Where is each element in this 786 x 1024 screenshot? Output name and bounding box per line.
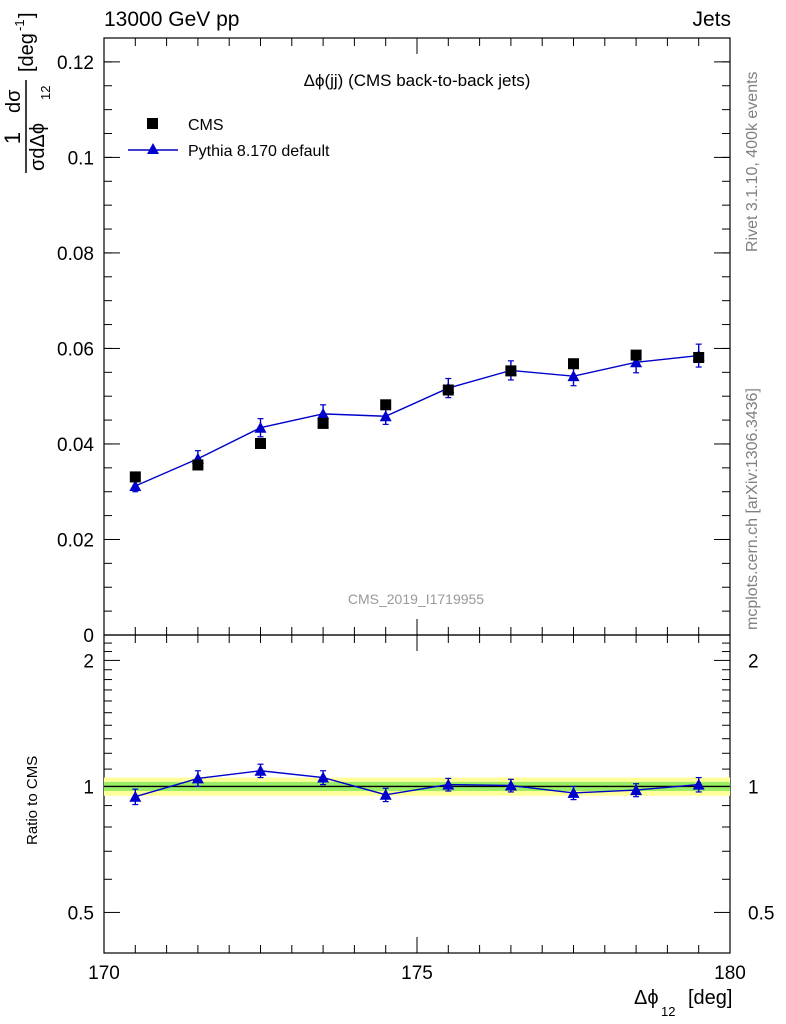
ratio-pythia-point [504,779,517,791]
y-label-numerator: dσ [3,89,25,113]
ratio-pythia-line [135,770,699,798]
analysis-watermark: CMS_2019_I1719955 [348,591,484,607]
cms-point [693,352,705,364]
main-y-ticks: 0 0.02 0.04 0.06 0.08 0.1 0.12 [57,37,730,647]
y-label-unit-close: ] [16,12,38,18]
pythia-line [135,354,699,487]
legend-cms-marker [147,118,158,129]
y-label-unit-sup: -1 [12,19,27,31]
ratio-pythia-point [191,772,204,784]
main-y-axis-label: 1 dσ σdΔϕ 12 [deg -1 ] [0,12,53,173]
ratio-y-axis-label: Ratio to CMS [24,756,41,845]
ratio-pythia-point [254,764,267,776]
x-label-symbol: Δϕ [634,987,659,1009]
main-ytick-label: 0.04 [57,435,94,456]
main-ytick-label: 0.1 [68,148,94,169]
pythia-point [630,356,643,368]
cms-point [129,471,141,483]
main-data-marks [129,343,705,493]
ratio-ytick-label-right: 2 [748,651,759,672]
y-label-numerator-one: 1 [0,132,25,144]
ratio-pythia-point [379,788,392,800]
ratio-ytick-label: 2 [83,651,94,672]
cms-point [192,459,204,471]
energy-label: 13000 GeV pp [104,8,240,31]
ratio-pythia-point [317,771,330,783]
ratio-xtick-label: 175 [401,963,433,984]
cms-point [317,417,329,429]
legend-pythia-marker [147,143,159,154]
pythia-point [379,410,392,422]
ratio-y-ticks: 0.5 0.5 1 1 2 2 [68,634,774,954]
main-x-ticks [103,38,731,635]
legend: CMS Pythia 8.170 default [128,117,330,160]
main-ytick-label: 0.06 [57,339,94,360]
main-ytick-label: 0.12 [57,53,94,74]
ratio-pythia-point [567,786,580,798]
ratio-ytick-label: 0.5 [68,903,94,924]
ratio-ytick-label-right: 1 [748,777,759,798]
cms-point [255,437,266,449]
main-ytick-label: 0 [83,626,94,647]
y-label-denominator: σdΔϕ [27,123,49,171]
ratio-ytick-label: 1 [83,777,94,798]
ratio-pythia-point [129,790,142,802]
pythia-point [129,479,142,491]
cms-point [568,358,579,370]
pythia-point [317,407,330,419]
ratio-x-ticks: 170 175 180 [88,635,746,984]
y-label-unit: [deg [16,33,38,72]
ratio-xtick-label: 170 [88,963,120,984]
pythia-point [254,421,267,433]
legend-pythia-label: Pythia 8.170 default [188,143,330,160]
main-ytick-label: 0.08 [57,244,94,265]
ratio-pythia-point [442,778,455,790]
pythia-point [567,370,580,382]
x-label-unit: [deg] [688,987,732,1009]
process-label: Jets [692,8,731,31]
ratio-data-marks [129,763,705,806]
ratio-xtick-label: 180 [714,963,746,984]
x-label-sub: 12 [661,1004,675,1019]
cms-point [505,365,517,377]
cms-point [442,384,454,396]
legend-cms-label: CMS [188,117,224,134]
x-axis-label: Δϕ 12 [deg] [634,987,732,1019]
plot-title: Δϕ(jj) (CMS back-to-back jets) [304,71,531,90]
ratio-ytick-label-right: 0.5 [748,903,774,924]
main-ytick-label: 0.02 [57,530,94,551]
cms-point [630,349,642,361]
ratio-pythia-point [630,784,643,796]
cms-point [380,399,392,411]
ratio-pythia-point [692,778,705,790]
y-label-denominator-sub: 12 [38,86,53,100]
